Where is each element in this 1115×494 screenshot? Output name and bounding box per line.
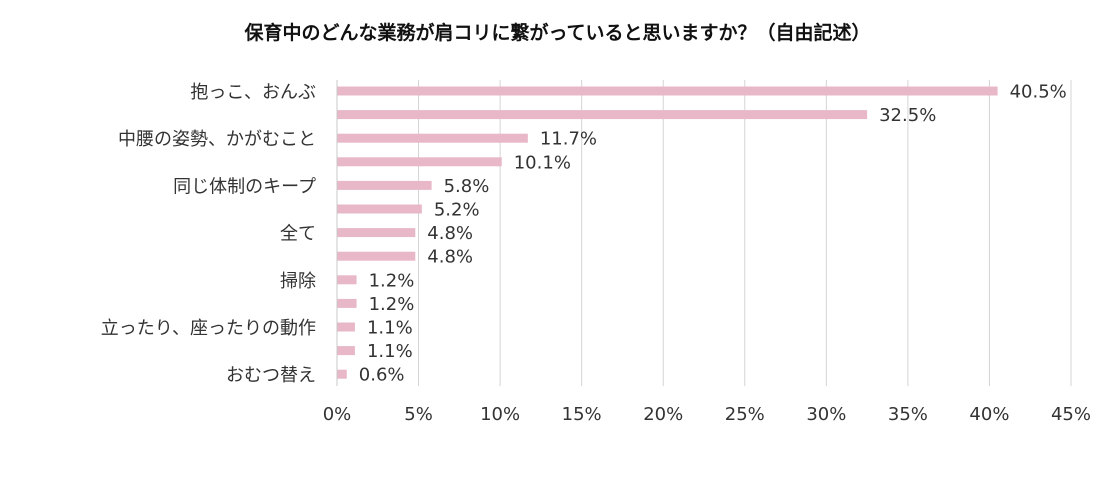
bar xyxy=(337,322,355,332)
grid-lines xyxy=(418,80,1072,386)
bar xyxy=(337,133,528,143)
category-labels: 抱っこ、おんぶ中腰の姿勢、かがむこと同じ体制のキープ全て掃除立ったり、座ったりの… xyxy=(101,82,316,386)
data-label: 1.2% xyxy=(369,270,415,291)
x-tick-label: 0% xyxy=(323,404,352,425)
bar xyxy=(337,157,502,167)
category-label: 同じ体制のキープ xyxy=(173,176,316,197)
x-tick-label: 40% xyxy=(969,404,1009,425)
data-label: 4.8% xyxy=(427,247,473,268)
bar xyxy=(337,228,416,238)
bar xyxy=(337,251,416,261)
data-label: 1.2% xyxy=(369,294,415,315)
bar xyxy=(337,298,357,308)
x-tick-label: 10% xyxy=(480,404,520,425)
bar xyxy=(337,110,868,120)
chart-title: 保育中のどんな業務が肩コリに繋がっていると思いますか？（自由記述） xyxy=(244,22,871,44)
x-tick-label: 30% xyxy=(806,404,846,425)
x-tick-label: 35% xyxy=(888,404,928,425)
bars xyxy=(337,86,998,379)
x-tick-label: 20% xyxy=(643,404,683,425)
category-label: 立ったり、座ったりの動作 xyxy=(101,318,316,339)
data-label: 1.1% xyxy=(367,318,413,339)
bar xyxy=(337,346,355,356)
category-label: 掃除 xyxy=(280,271,316,292)
data-label: 11.7% xyxy=(540,129,597,150)
x-tick-label: 5% xyxy=(404,404,433,425)
data-label: 40.5% xyxy=(1010,82,1067,103)
bar xyxy=(337,275,357,285)
data-label: 1.1% xyxy=(367,341,413,362)
data-labels: 40.5%32.5%11.7%10.1%5.8%5.2%4.8%4.8%1.2%… xyxy=(359,82,1067,386)
category-label: 抱っこ、おんぶ xyxy=(190,82,316,103)
category-label: 中腰の姿勢、かがむこと xyxy=(118,129,316,150)
data-label: 5.8% xyxy=(444,176,490,197)
x-tick-label: 15% xyxy=(562,404,602,425)
category-label: おむつ替え xyxy=(226,365,316,386)
bar xyxy=(337,180,432,190)
bar xyxy=(337,86,998,96)
data-label: 0.6% xyxy=(359,365,405,386)
data-label: 4.8% xyxy=(427,223,473,244)
data-label: 10.1% xyxy=(514,152,571,173)
x-tick-label: 25% xyxy=(725,404,765,425)
bar xyxy=(337,369,347,379)
data-label: 32.5% xyxy=(879,105,936,126)
x-axis-ticks: 0% 5% 10% 15% 20% 25% 30% 35% 40% 45% xyxy=(323,404,1091,425)
x-tick-label: 45% xyxy=(1051,404,1091,425)
bar xyxy=(337,204,422,214)
category-label: 全て xyxy=(280,224,316,245)
data-label: 5.2% xyxy=(434,200,480,221)
